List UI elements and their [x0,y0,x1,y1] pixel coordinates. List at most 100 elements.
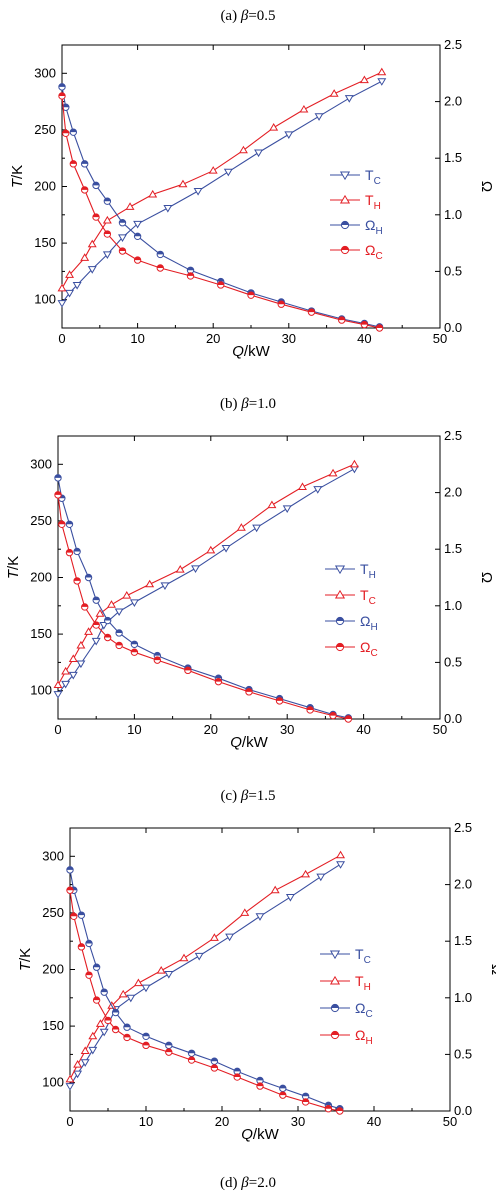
data-point [65,1074,75,1083]
chart-panel-b: (b) β=1.0 0 10 20 30 40 501001502002503000.00… [5,396,495,751]
data-point [314,113,324,121]
data-point [210,1057,219,1065]
legend-marker [334,565,346,575]
data-point [91,637,101,646]
data-point [306,706,314,714]
data-point [256,1082,264,1090]
series-line-2 [57,477,349,719]
y-tick-label: 300 [42,848,64,863]
data-point [233,1073,241,1081]
legend-item-0: TC [330,167,381,187]
legend-item-3: ΩC [325,639,378,659]
data-point [377,67,387,76]
y2-tick-label: 1.0 [444,598,462,613]
data-point [133,256,142,264]
legend-label: ΩH [360,613,378,633]
data-point [344,715,353,723]
series-line-2 [69,869,340,1110]
data-point [126,994,136,1003]
legend-marker [330,1030,340,1040]
data-point [156,250,164,259]
data-point [133,978,143,987]
y2-tick-label: 2.0 [444,94,462,109]
data-point [282,505,292,514]
data-point [236,523,246,531]
data-point [245,688,253,696]
legend-marker [339,194,351,204]
series-line-3 [69,890,340,1112]
y-tick-label: 300 [30,456,52,471]
data-point [178,179,188,188]
plot-area-a: 0 10 20 30 40 50 100 150 200 250 300 0.0 0.5 1.0 1.5 2.… [9,37,495,360]
series-line-2 [61,86,380,328]
data-point [115,629,123,637]
data-point [88,1046,98,1055]
y2-tick-label: 1.5 [444,150,462,165]
data-point [247,291,255,299]
data-point [80,186,89,194]
x-tick-label: 10 [139,1114,153,1129]
data-point [57,300,67,308]
legend-marker [340,245,350,255]
legend-label: TH [365,192,381,212]
data-point [80,1046,90,1055]
x-tick-label: 50 [443,1114,457,1129]
legend-label: TH [355,973,371,993]
data-point [217,281,225,289]
legend-marker [335,616,345,626]
caption-a: (a) β=0.5 [220,8,275,24]
data-point [284,131,294,140]
data-point [360,320,369,329]
data-point [57,283,67,292]
data-point [92,596,100,604]
data-point [69,128,78,136]
x-tick-label: 0 [54,722,61,737]
data-point [68,654,78,663]
data-point [99,622,109,630]
chart-panel-a: (a) β=0.5 0 10 20 30 40 501001502002503000.00… [9,8,495,360]
data-point [329,711,337,720]
data-point [76,640,86,649]
y2-tick-label: 1.0 [454,990,472,1005]
x-axis-title: Q/kW [241,1126,279,1143]
data-point [122,591,132,599]
data-point [298,482,307,490]
x-tick-label: 40 [357,331,371,346]
plot-frame [69,827,451,1112]
series-line-1 [57,463,355,686]
y-tick-label: 100 [30,683,52,698]
data-point [92,963,101,971]
x-tick-label: 0 [66,1114,73,1129]
data-point [375,324,384,332]
data-point [65,270,75,278]
data-point [107,600,116,608]
y-tick-label: 150 [42,1018,64,1033]
x-tick-label: 20 [215,1114,229,1129]
data-point [92,621,100,629]
data-point [179,953,189,962]
y2-tick-label: 0.5 [444,654,462,669]
data-point [84,627,94,635]
data-point [277,300,285,308]
data-point [95,609,105,617]
plot-area-b: 0 10 20 30 40 50 100 150 200 250 300 0.0 0.5 1.0 1.5 2.… [5,428,495,751]
plot-area-c: 0 10 20 30 40 50 100 150 200 250 300 0.0 0.5 1.0 1.5 2.… [17,820,496,1143]
data-point [165,1048,173,1056]
legend-marker [335,642,345,652]
data-point [58,520,66,528]
y2-tick-label: 1.5 [454,933,472,948]
data-point [279,1084,287,1093]
caption-c: (c) β=1.5 [220,788,275,804]
x-tick-label: 30 [280,722,294,737]
data-point [133,232,142,241]
data-point [175,564,185,573]
data-point [118,989,128,998]
data-point [103,616,112,625]
data-point [53,691,63,699]
data-point [76,660,86,669]
data-point [114,608,124,617]
legend-marker [339,171,351,181]
data-point [103,230,112,238]
data-point [103,197,112,205]
data-point [54,491,62,499]
